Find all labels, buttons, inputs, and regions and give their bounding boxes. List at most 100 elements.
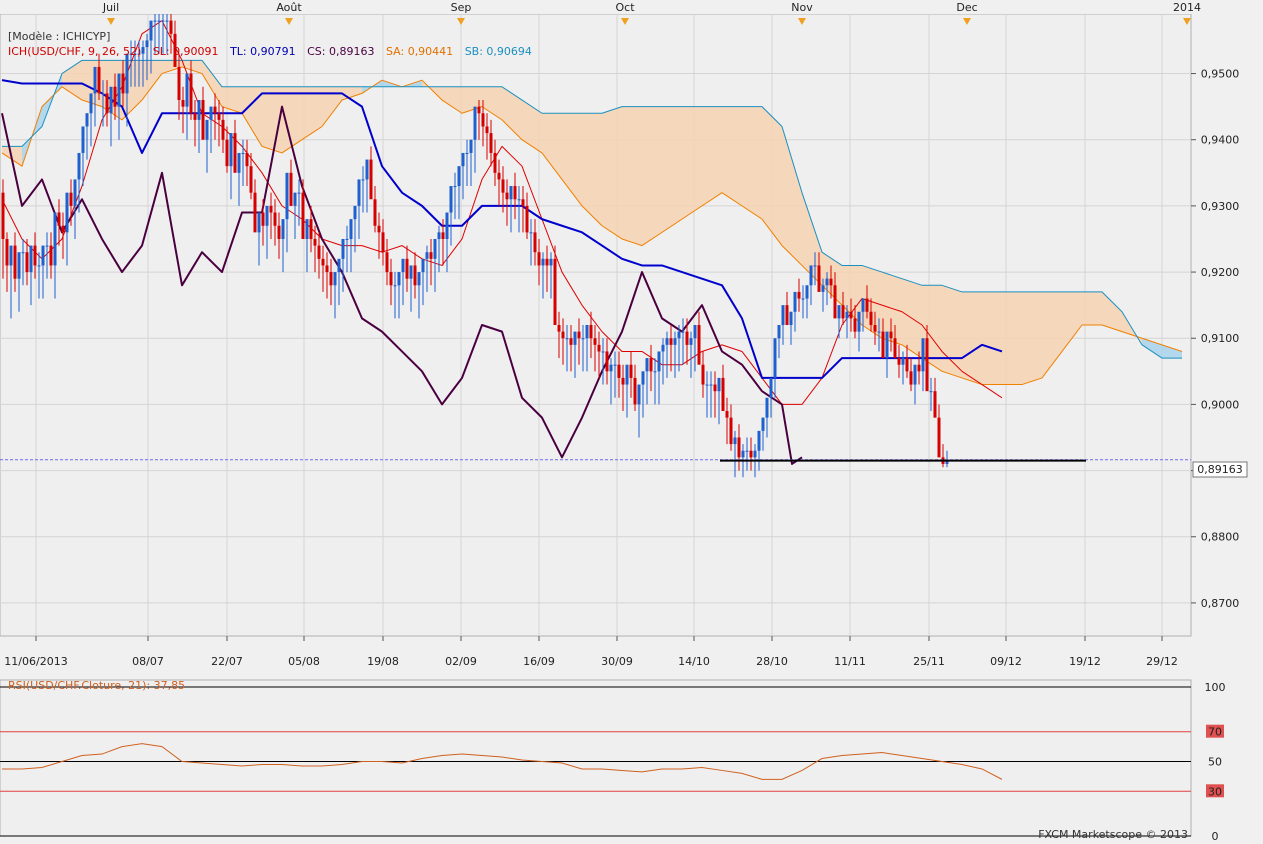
ichimoku-lines bbox=[1, 20, 1183, 465]
candle-bearish bbox=[537, 252, 541, 266]
cloud-segment-bearish bbox=[162, 60, 182, 74]
candle-bearish bbox=[557, 325, 561, 332]
candle-bullish bbox=[393, 285, 397, 287]
candle-bullish bbox=[565, 338, 569, 340]
candle-bullish bbox=[789, 311, 793, 325]
candle-bullish bbox=[757, 430, 761, 451]
candle-bullish bbox=[345, 238, 349, 240]
cloud-segment-bearish bbox=[1082, 291, 1102, 325]
candle-bearish bbox=[49, 245, 53, 266]
date-tick-label: 29/12 bbox=[1146, 655, 1178, 668]
cloud-segment-bearish bbox=[502, 86, 522, 140]
candle-bearish bbox=[849, 311, 853, 319]
candle-bullish bbox=[21, 252, 25, 254]
candle-bullish bbox=[109, 86, 113, 114]
candle-bullish bbox=[361, 179, 365, 181]
candle-bullish bbox=[237, 152, 241, 173]
candle-bullish bbox=[161, 20, 165, 22]
rsi-tick-label: 0 bbox=[1212, 830, 1219, 843]
cloud-segment-bearish bbox=[522, 100, 542, 153]
legend-model: [Modèle : ICHICYP] bbox=[8, 30, 110, 43]
candle-bullish bbox=[449, 186, 453, 213]
candle-bullish bbox=[625, 364, 629, 385]
candle-bullish bbox=[137, 53, 141, 55]
candle-bullish bbox=[641, 371, 645, 385]
candle-bearish bbox=[217, 113, 221, 120]
candle-bullish bbox=[285, 172, 289, 220]
candle-bullish bbox=[37, 265, 41, 267]
candle-bearish bbox=[113, 86, 117, 107]
candle-bearish bbox=[269, 205, 273, 213]
candle-bullish bbox=[9, 245, 13, 266]
candle-bearish bbox=[829, 278, 833, 286]
candle-bearish bbox=[253, 192, 257, 233]
candle-bullish bbox=[681, 331, 685, 333]
candle-bullish bbox=[453, 186, 457, 188]
candle-bullish bbox=[397, 272, 401, 286]
candle-bearish bbox=[1, 192, 5, 239]
cloud-segment-bearish bbox=[282, 86, 302, 153]
candle-bearish bbox=[249, 166, 253, 193]
month-label: Août bbox=[276, 1, 302, 14]
candle-bearish bbox=[381, 232, 385, 253]
candle-bearish bbox=[577, 331, 581, 339]
date-tick-label: 16/09 bbox=[523, 655, 555, 668]
candle-bearish bbox=[261, 212, 265, 226]
candle-bearish bbox=[309, 219, 313, 239]
candle-bullish bbox=[825, 278, 829, 286]
month-marker bbox=[798, 18, 806, 25]
date-tick-label: 19/12 bbox=[1069, 655, 1101, 668]
candle-bearish bbox=[589, 325, 593, 339]
candle-bearish bbox=[377, 225, 381, 233]
month-marker bbox=[963, 18, 971, 25]
candle-bullish bbox=[209, 106, 213, 120]
candle-bullish bbox=[101, 93, 105, 95]
candle-bearish bbox=[177, 66, 181, 101]
candle-bullish bbox=[645, 358, 649, 372]
cloud-segment-bearish bbox=[962, 291, 982, 385]
candle-bullish bbox=[793, 291, 797, 312]
cloud-segment-bearish bbox=[302, 86, 322, 140]
candle-bearish bbox=[477, 106, 481, 114]
date-tick-label: 02/09 bbox=[445, 655, 477, 668]
candle-bearish bbox=[233, 133, 237, 173]
candle-bullish bbox=[761, 417, 765, 431]
candle-bullish bbox=[809, 265, 813, 286]
candle-bullish bbox=[297, 192, 301, 194]
candle-bullish bbox=[885, 331, 889, 359]
rsi-label: RSI(USD/CHF.Cloture, 21): 37,85 bbox=[8, 679, 185, 692]
date-tick-label: 25/11 bbox=[913, 655, 945, 668]
candle-bullish bbox=[41, 245, 45, 266]
candle-bullish bbox=[741, 450, 745, 458]
date-tick-label: 09/12 bbox=[990, 655, 1022, 668]
candle-bullish bbox=[469, 139, 473, 153]
candle-bearish bbox=[917, 364, 921, 372]
cloud-segment-bearish bbox=[662, 106, 682, 233]
candle-bullish bbox=[229, 133, 233, 167]
candle-bearish bbox=[213, 106, 217, 114]
candle-bullish bbox=[89, 93, 93, 114]
candle-bearish bbox=[669, 338, 673, 345]
candle-bullish bbox=[401, 258, 405, 273]
candle-bullish bbox=[125, 53, 129, 94]
candle-bearish bbox=[561, 331, 565, 339]
cloud-segment-bearish bbox=[762, 106, 782, 246]
cloud-segment-bearish bbox=[622, 106, 642, 246]
candle-bearish bbox=[553, 258, 557, 325]
candle-bearish bbox=[181, 100, 185, 107]
legend-ich: ICH(USD/CHF, 9, 26, 52) bbox=[8, 45, 141, 58]
candle-bearish bbox=[725, 411, 729, 418]
candle-bearish bbox=[273, 212, 277, 226]
candle-bullish bbox=[333, 272, 337, 286]
candle-bullish bbox=[133, 53, 137, 55]
cloud-segment-bearish bbox=[682, 106, 702, 220]
candle-bearish bbox=[317, 245, 321, 259]
candle-bearish bbox=[633, 377, 637, 405]
candle-bullish bbox=[901, 358, 905, 365]
price-tick-label: 0,8700 bbox=[1201, 597, 1240, 610]
legend-tl: TL: 0,90791 bbox=[229, 45, 296, 58]
candle-bearish bbox=[797, 291, 801, 299]
candle-bullish bbox=[805, 285, 809, 299]
candle-bearish bbox=[605, 351, 609, 372]
month-label: 2014 bbox=[1173, 1, 1201, 14]
